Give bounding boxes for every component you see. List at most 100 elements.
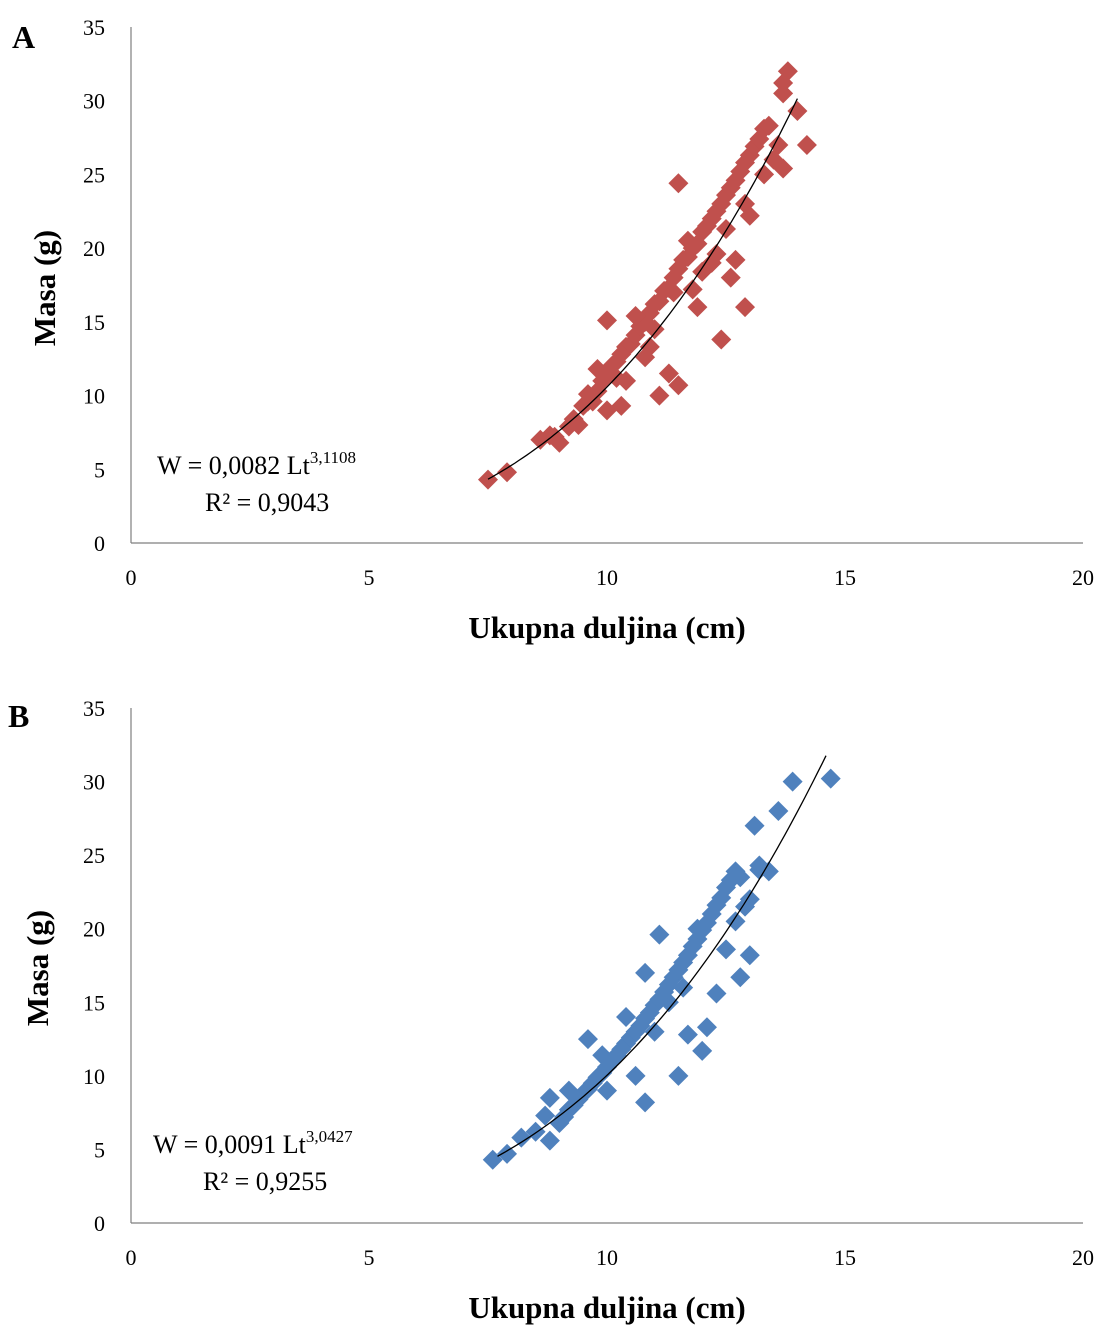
data-point xyxy=(611,395,632,416)
data-point xyxy=(677,246,698,267)
axes: 0 5 10 15 20 25 30 35 0 5 10 15 20 xyxy=(83,15,1094,590)
data-point xyxy=(497,1143,518,1164)
data-point xyxy=(658,363,679,384)
data-point xyxy=(511,1127,532,1148)
y-tick-label: 25 xyxy=(83,162,105,187)
y-tick-label: 15 xyxy=(83,310,105,335)
data-point xyxy=(639,336,660,357)
x-axis-title: Ukupna duljina (cm) xyxy=(468,1290,745,1325)
data-point xyxy=(597,310,617,331)
data-point xyxy=(711,329,732,350)
data-point xyxy=(568,415,589,436)
data-point xyxy=(696,1017,717,1038)
data-point xyxy=(535,1105,556,1126)
data-point xyxy=(730,867,751,888)
y-tick-label: 5 xyxy=(94,457,105,482)
data-point xyxy=(668,173,689,194)
x-tick-label: 0 xyxy=(126,565,137,590)
axes: 0 5 10 15 20 25 30 35 0 5 10 15 20 xyxy=(83,696,1094,1270)
data-point xyxy=(644,1021,665,1042)
data-point xyxy=(577,1029,598,1050)
data-point xyxy=(773,83,794,104)
data-point xyxy=(782,771,803,792)
equation-main: W = 0,0091 Lt xyxy=(153,1130,307,1159)
data-point xyxy=(658,992,679,1013)
data-point xyxy=(630,1015,651,1036)
panel-a: A 0 5 10 15 20 25 30 35 0 5 10 15 20 Ukupna duljina … xyxy=(12,15,1094,645)
data-point xyxy=(687,918,708,939)
data-point xyxy=(820,768,841,789)
data-point xyxy=(668,1065,689,1086)
data-point xyxy=(744,815,765,836)
panel-b: B 0 5 10 15 20 25 30 35 0 5 10 15 20 Ukupna duljina … xyxy=(8,696,1094,1325)
x-tick-label: 5 xyxy=(364,565,375,590)
y-axis-title: Masa (g) xyxy=(20,910,55,1026)
scatter-points xyxy=(478,61,817,490)
trendline xyxy=(487,98,798,480)
y-tick-label: 35 xyxy=(83,15,105,40)
r-squared: R² = 0,9255 xyxy=(203,1167,327,1196)
x-tick-label: 0 xyxy=(126,1245,137,1270)
y-tick-label: 15 xyxy=(83,990,105,1015)
scatter-points xyxy=(482,768,841,1170)
y-tick-label: 20 xyxy=(83,236,105,261)
data-point xyxy=(644,319,665,340)
data-point xyxy=(673,977,694,998)
data-point xyxy=(635,962,656,983)
data-point xyxy=(649,385,670,406)
y-tick-label: 20 xyxy=(83,917,105,942)
x-axis-title: Ukupna duljina (cm) xyxy=(468,610,745,645)
data-point xyxy=(692,261,713,282)
data-point xyxy=(796,134,817,155)
x-tick-label: 15 xyxy=(834,565,856,590)
data-point xyxy=(720,267,741,288)
y-tick-label: 5 xyxy=(94,1137,105,1162)
data-point xyxy=(682,279,703,300)
data-point xyxy=(739,889,760,910)
x-tick-label: 10 xyxy=(596,565,618,590)
data-point xyxy=(768,801,789,821)
data-point xyxy=(625,1021,646,1042)
data-point xyxy=(616,1007,637,1027)
data-point xyxy=(677,1024,698,1045)
y-tick-label: 0 xyxy=(94,531,105,556)
equation: W = 0,0082 Lt3,1108 xyxy=(157,448,356,480)
data-point xyxy=(706,244,727,265)
data-point xyxy=(730,967,751,988)
data-point xyxy=(716,218,736,239)
data-point xyxy=(478,469,498,490)
equation-exponent: 3,1108 xyxy=(310,448,356,467)
data-point xyxy=(558,1080,579,1101)
data-point xyxy=(735,193,756,214)
trendline xyxy=(497,755,827,1157)
data-point xyxy=(539,1087,560,1108)
data-point xyxy=(539,1130,560,1151)
y-tick-label: 30 xyxy=(83,770,105,795)
data-point xyxy=(597,1080,617,1101)
panel-label: B xyxy=(8,698,29,734)
data-point xyxy=(787,101,808,122)
data-point xyxy=(687,297,708,318)
data-point xyxy=(768,134,789,155)
data-point xyxy=(692,1040,713,1061)
data-point xyxy=(625,305,646,326)
data-point xyxy=(739,945,760,966)
y-tick-label: 25 xyxy=(83,843,105,868)
data-point xyxy=(773,73,794,94)
data-point xyxy=(649,924,670,945)
equation-exponent: 3,0427 xyxy=(306,1127,353,1146)
data-point xyxy=(668,375,689,396)
data-point xyxy=(706,983,727,1004)
y-tick-label: 0 xyxy=(94,1211,105,1236)
y-tick-label: 30 xyxy=(83,89,105,114)
x-tick-label: 5 xyxy=(364,1245,375,1270)
y-tick-label: 10 xyxy=(83,384,105,409)
x-tick-label: 10 xyxy=(596,1245,618,1270)
x-tick-label: 20 xyxy=(1072,565,1094,590)
data-point xyxy=(758,115,779,136)
r-squared: R² = 0,9043 xyxy=(205,488,329,517)
panel-label: A xyxy=(12,19,35,55)
data-point xyxy=(625,1065,646,1086)
x-tick-label: 20 xyxy=(1072,1245,1094,1270)
y-tick-label: 10 xyxy=(83,1064,105,1089)
